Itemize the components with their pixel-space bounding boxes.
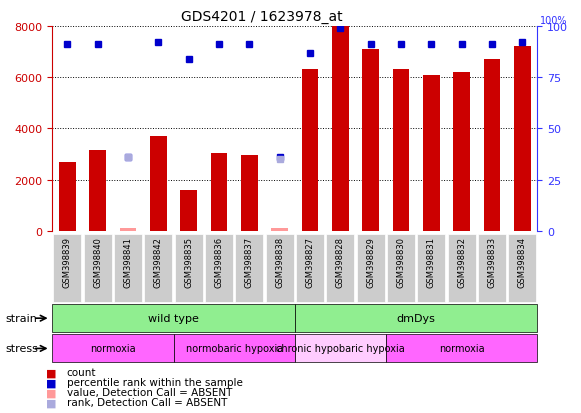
Text: 100%: 100% xyxy=(540,15,568,26)
Text: normoxia: normoxia xyxy=(439,344,485,354)
Text: normobaric hypoxia: normobaric hypoxia xyxy=(185,344,283,354)
Text: GSM398827: GSM398827 xyxy=(306,236,314,287)
Bar xyxy=(150,137,167,231)
Text: GSM398837: GSM398837 xyxy=(245,236,254,287)
Text: GSM398830: GSM398830 xyxy=(396,236,406,287)
Bar xyxy=(180,190,197,231)
Text: GSM398835: GSM398835 xyxy=(184,236,193,287)
Text: count: count xyxy=(67,368,96,377)
Text: GDS4201 / 1623978_at: GDS4201 / 1623978_at xyxy=(181,10,342,24)
Text: GSM398831: GSM398831 xyxy=(427,236,436,287)
Text: normoxia: normoxia xyxy=(90,344,136,354)
Text: GSM398836: GSM398836 xyxy=(214,236,224,287)
Bar xyxy=(514,47,530,231)
Bar xyxy=(393,70,410,231)
Text: GSM398829: GSM398829 xyxy=(366,236,375,287)
Bar xyxy=(453,73,470,231)
Text: GSM398828: GSM398828 xyxy=(336,236,345,287)
Bar xyxy=(271,229,288,231)
Text: chronic hypobaric hypoxia: chronic hypobaric hypoxia xyxy=(276,344,405,354)
Bar xyxy=(59,162,76,231)
Bar xyxy=(483,60,500,231)
Bar xyxy=(211,153,227,231)
Text: GSM398838: GSM398838 xyxy=(275,236,284,287)
Text: stress: stress xyxy=(6,344,39,354)
Bar xyxy=(89,151,106,231)
Text: wild type: wild type xyxy=(148,313,199,323)
Bar xyxy=(363,50,379,231)
Text: ■: ■ xyxy=(46,397,57,407)
Text: percentile rank within the sample: percentile rank within the sample xyxy=(67,377,243,387)
Text: GSM398840: GSM398840 xyxy=(94,236,102,287)
Text: GSM398841: GSM398841 xyxy=(124,236,132,287)
Bar xyxy=(423,76,440,231)
Bar xyxy=(332,27,349,231)
Text: strain: strain xyxy=(6,313,38,323)
Text: ■: ■ xyxy=(46,368,57,377)
Text: dmDys: dmDys xyxy=(397,313,436,323)
Text: value, Detection Call = ABSENT: value, Detection Call = ABSENT xyxy=(67,387,232,397)
Text: GSM398834: GSM398834 xyxy=(518,236,527,287)
Text: GSM398839: GSM398839 xyxy=(63,236,72,287)
Text: GSM398833: GSM398833 xyxy=(487,236,496,287)
Text: ■: ■ xyxy=(46,377,57,387)
Text: ■: ■ xyxy=(46,387,57,397)
Text: GSM398832: GSM398832 xyxy=(457,236,466,287)
Text: rank, Detection Call = ABSENT: rank, Detection Call = ABSENT xyxy=(67,397,227,407)
Text: GSM398842: GSM398842 xyxy=(154,236,163,287)
Bar xyxy=(241,156,258,231)
Bar xyxy=(302,70,318,231)
Bar xyxy=(120,229,137,231)
